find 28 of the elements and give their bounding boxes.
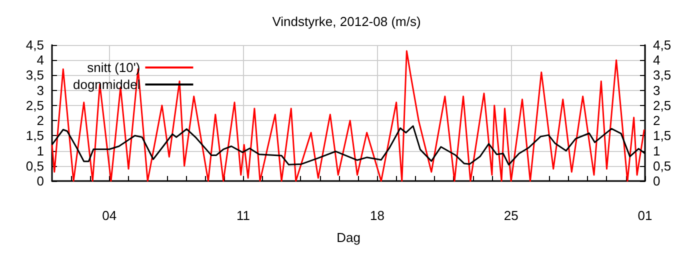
x-axis-title: Dag xyxy=(336,230,360,245)
y2-tick-label: 4 xyxy=(653,52,660,68)
y2-tick-label: 3,5 xyxy=(653,68,672,83)
y2-tick-label: 2 xyxy=(653,113,660,128)
y2-tick-label: 0 xyxy=(653,174,660,188)
x-tick-label: 01 xyxy=(638,208,652,223)
y2-tick-label: 0,5 xyxy=(653,158,672,174)
y2-tick-label: 4,5 xyxy=(653,38,672,52)
y2-tick-label: 3 xyxy=(653,82,660,98)
y2-tick-label: 2,5 xyxy=(653,98,672,113)
y-tick-label: 3 xyxy=(36,82,44,98)
y-tick-label: 3,5 xyxy=(26,68,44,83)
y-tick-label: 1 xyxy=(36,143,44,158)
legend-label: snitt (10') xyxy=(87,60,140,75)
x-tick-label: 18 xyxy=(370,208,384,223)
y-tick-label: 1,5 xyxy=(26,128,44,144)
y2-tick-label: 1 xyxy=(653,143,660,158)
y-tick-label: 4,5 xyxy=(26,38,44,52)
chart-title: Vindstyrke, 2012-08 (m/s) xyxy=(272,14,421,29)
y-tick-label: 4 xyxy=(36,52,44,68)
x-tick-label: 04 xyxy=(102,208,117,223)
x-tick-label: 25 xyxy=(504,208,518,223)
y2-tick-label: 1,5 xyxy=(653,128,672,144)
y-tick-label: 2 xyxy=(36,113,44,128)
y-tick-label: 2,5 xyxy=(26,98,44,113)
x-tick-label: 11 xyxy=(236,208,250,223)
y-tick-label: 0 xyxy=(36,174,44,188)
y-tick-label: 0,5 xyxy=(26,158,44,174)
